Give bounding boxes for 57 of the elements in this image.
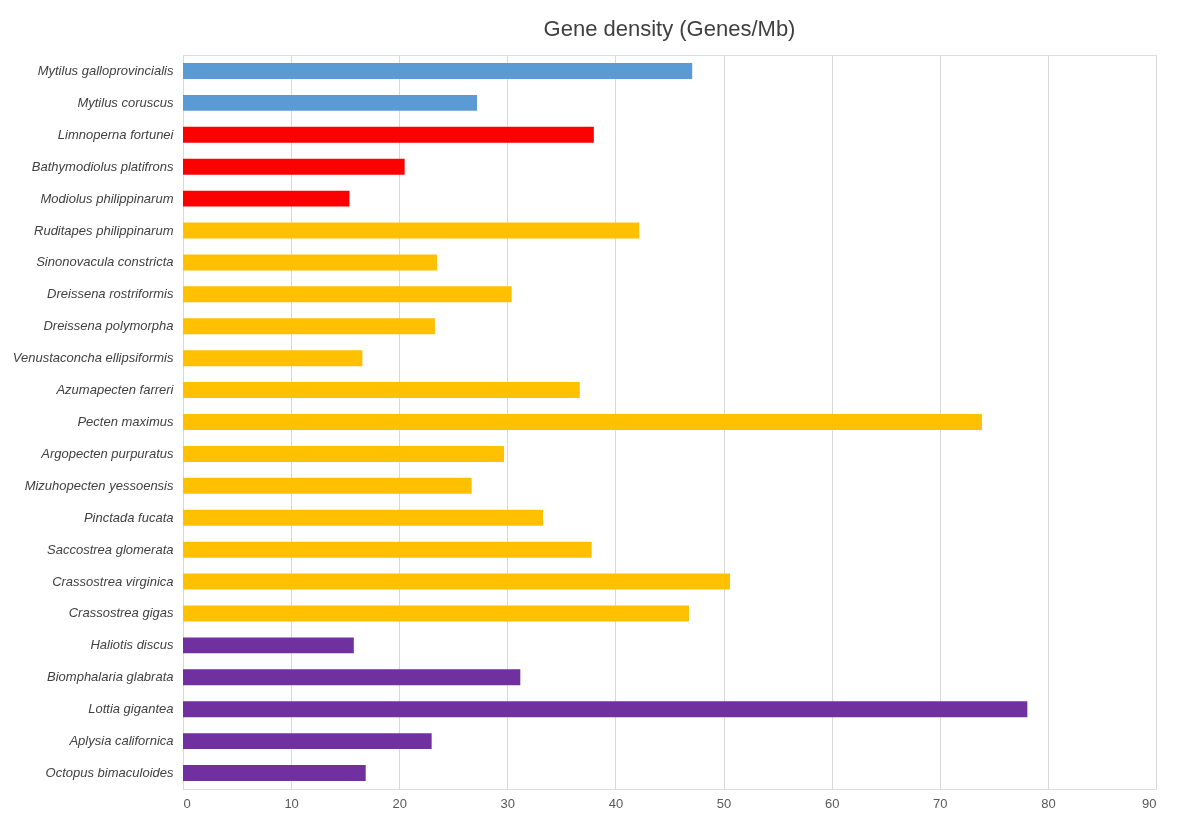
bar	[183, 541, 592, 558]
x-tick-label: 30	[500, 795, 516, 811]
y-tick-label: Argopecten purpuratus	[40, 445, 174, 461]
y-tick-label: Haliotis discus	[90, 637, 174, 653]
y-tick-label: Azumapecten farreri	[55, 382, 175, 398]
y-tick-label: Limnoperna fortunei	[57, 126, 175, 142]
bar	[183, 126, 594, 143]
bar	[183, 158, 405, 175]
x-tick-label: 0	[183, 795, 191, 811]
bar	[183, 222, 640, 239]
y-tick-label: Aplysia californica	[68, 733, 174, 749]
x-tick-label: 60	[824, 795, 840, 811]
bar	[183, 637, 354, 654]
bar	[183, 414, 982, 430]
bar	[183, 190, 350, 207]
bar	[183, 254, 438, 271]
bar	[183, 62, 693, 79]
bar	[183, 286, 512, 303]
bar	[183, 701, 1028, 718]
bar	[183, 733, 432, 750]
y-tick-label: Venustaconcha ellipsiformis	[12, 350, 174, 366]
chart-title: Gene density (Genes/Mb)	[543, 16, 796, 41]
bar	[183, 605, 689, 622]
bar	[183, 350, 363, 367]
y-tick-label: Octopus bimaculoides	[45, 765, 174, 781]
y-tick-label: Pecten maximus	[77, 414, 174, 429]
y-tick-label: Pinctada fucata	[83, 509, 174, 525]
y-tick-label: Lottia gigantea	[88, 701, 174, 717]
bar	[183, 318, 435, 335]
y-tick-label: Crassostrea gigas	[68, 605, 174, 621]
bar	[183, 477, 472, 494]
y-tick-label: Dreissena rostriformis	[47, 286, 174, 302]
y-tick-label: Saccostrea glomerata	[47, 541, 174, 557]
y-tick-label: Crassostrea virginica	[52, 573, 174, 589]
x-tick-label: 20	[392, 795, 407, 811]
bar	[183, 573, 731, 590]
bar	[183, 382, 580, 399]
bar	[183, 445, 505, 462]
x-tick-label: 40	[608, 795, 624, 811]
x-tick-label: 90	[1142, 795, 1157, 811]
bar	[183, 765, 366, 782]
y-tick-label: Ruditapes philippinarum	[34, 222, 174, 238]
x-tick-label: 80	[1041, 795, 1056, 811]
bar	[183, 669, 521, 686]
x-tick-label: 50	[716, 795, 732, 811]
y-tick-label: Mytilus coruscus	[77, 94, 174, 110]
y-tick-label: Biomphalaria glabrata	[47, 669, 174, 685]
bar	[183, 509, 544, 526]
y-tick-label: Mytilus galloprovincialis	[37, 62, 174, 78]
y-tick-label: Sinonovacula constricta	[36, 254, 174, 270]
y-tick-label: Dreissena polymorpha	[43, 318, 174, 334]
bar	[183, 94, 478, 111]
y-tick-label: Mizuhopecten yessoensis	[24, 477, 174, 493]
y-tick-label: Bathymodiolus platifrons	[31, 158, 174, 174]
x-tick-label: 10	[284, 795, 299, 811]
x-tick-label: 70	[933, 795, 948, 811]
y-tick-label: Modiolus philippinarum	[40, 190, 174, 206]
